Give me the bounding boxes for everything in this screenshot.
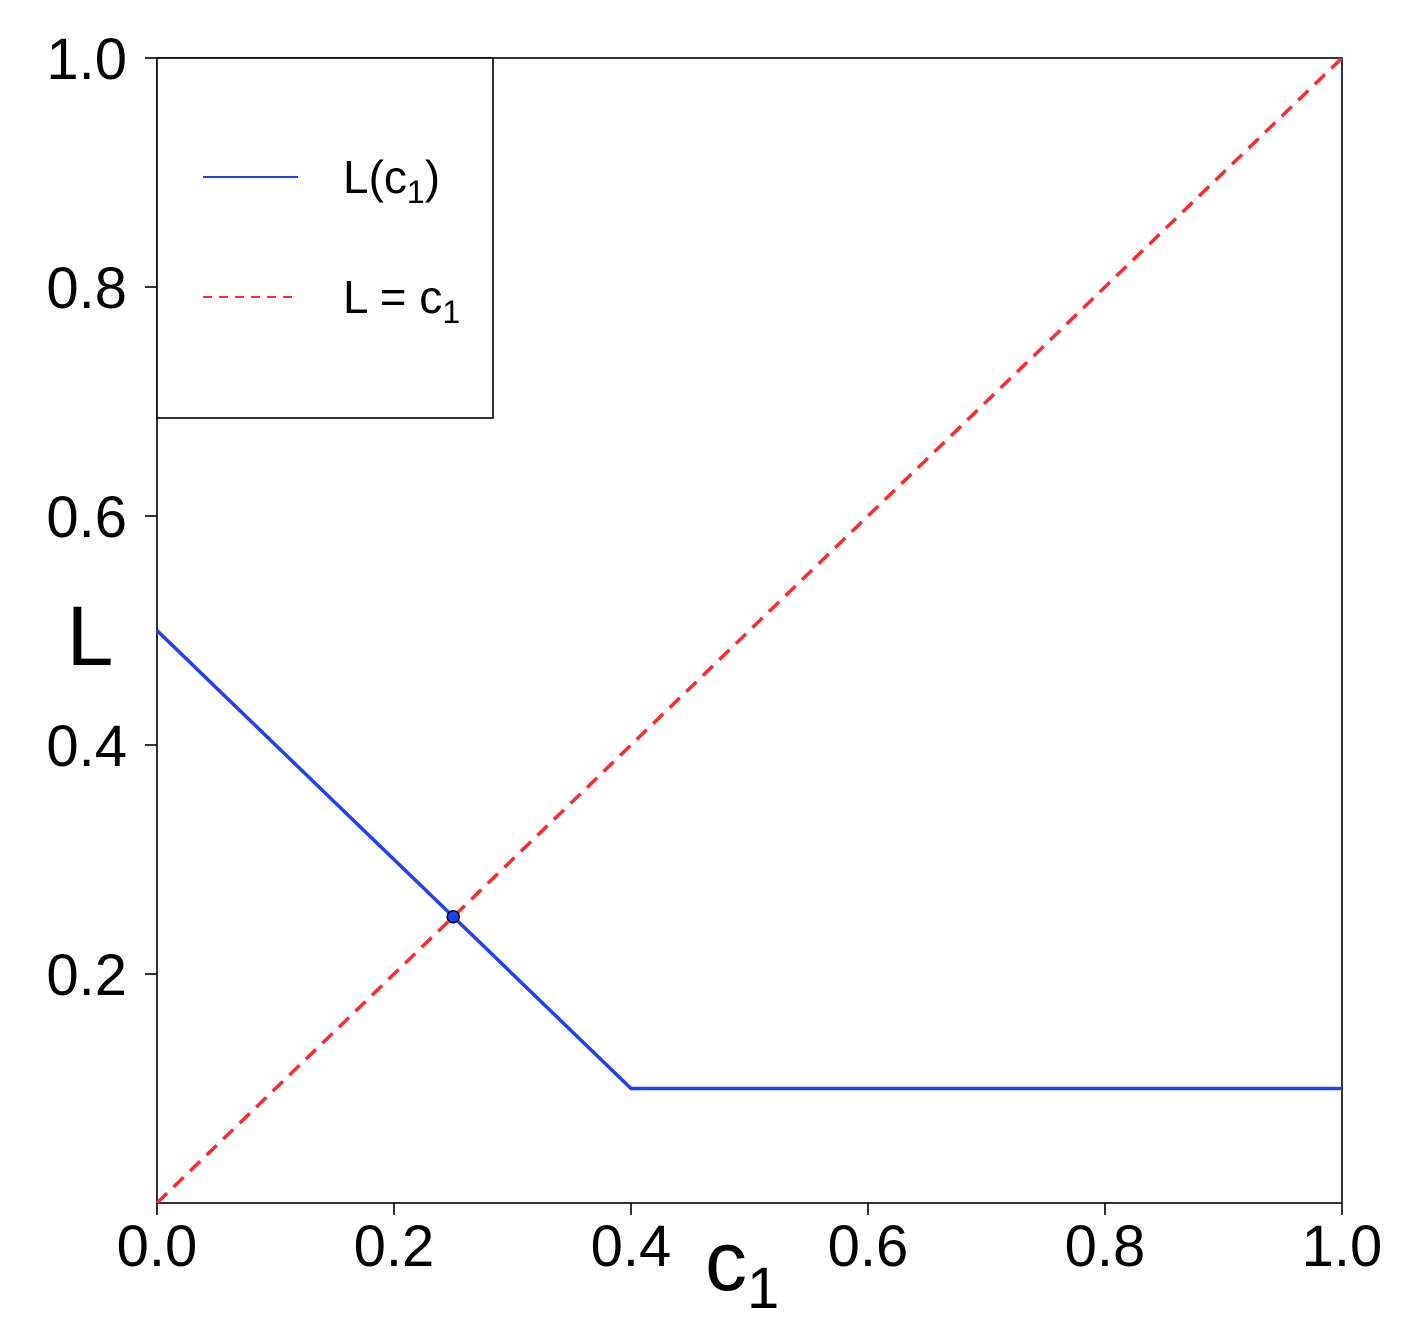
legend-box: [156, 57, 494, 419]
series-layer: [155, 56, 1344, 1205]
x-tick-label: 0.6: [828, 1214, 909, 1279]
x-tick-label: 0.0: [117, 1214, 198, 1279]
y-axis-title: L: [67, 589, 114, 683]
x-tick-label: 0.2: [354, 1214, 435, 1279]
y-tick-label: 0.6: [46, 485, 127, 550]
legend: L(c1) L = c1: [156, 57, 494, 419]
y-tick-label: 0.4: [46, 714, 127, 779]
x-axis-title-main: c: [705, 1214, 747, 1308]
x-axis-title: c1: [705, 1214, 779, 1321]
x-axis-title-sub: 1: [747, 1256, 779, 1321]
y-axis-ticks: 0.2 0.4 0.6 0.8 1.0: [46, 27, 157, 1008]
x-tick-label: 0.8: [1065, 1214, 1146, 1279]
y-tick-label: 0.2: [46, 943, 127, 1008]
x-axis-ticks: 0.0 0.2 0.4 0.6 0.8 1.0: [117, 1203, 1383, 1279]
x-tick-label: 0.4: [591, 1214, 672, 1279]
series-line-L-of-c1: [155, 629, 1342, 1091]
intersection-point: [446, 910, 460, 924]
legend-label: L(c1): [343, 151, 440, 210]
legend-label: L = c1: [343, 271, 460, 330]
x-tick-label: 1.0: [1302, 1214, 1383, 1279]
y-tick-label: 1.0: [46, 27, 127, 92]
y-tick-label: 0.8: [46, 256, 127, 321]
point-layer: [446, 910, 460, 924]
